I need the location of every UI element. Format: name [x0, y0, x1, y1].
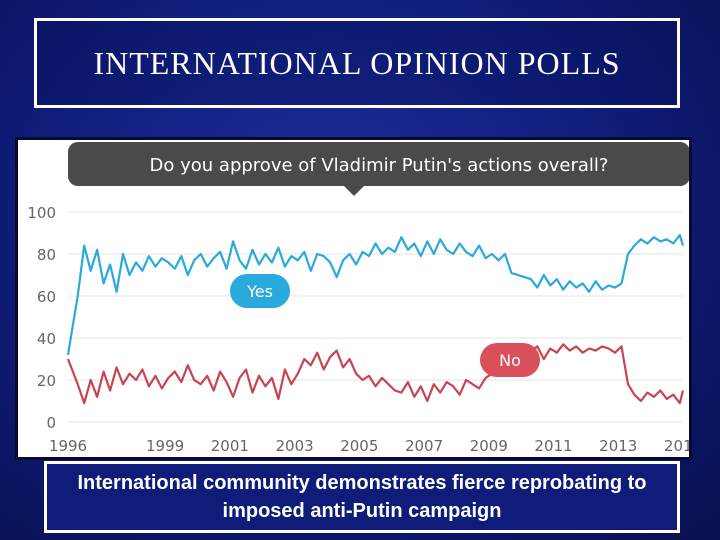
slide-title: INTERNATIONAL OPINION POLLS [93, 45, 621, 81]
x-tick-label: 2009 [470, 437, 508, 455]
x-tick-label: 2007 [405, 437, 443, 455]
y-tick-label: 0 [46, 414, 56, 432]
y-tick-label: 60 [37, 288, 56, 306]
x-tick-label: 2015 [664, 437, 689, 455]
slide-title-box: INTERNATIONAL OPINION POLLS [34, 18, 680, 108]
series-line-no [66, 343, 685, 405]
series-line-yes [66, 233, 685, 355]
x-tick-label: 1999 [146, 437, 184, 455]
yes-bubble [230, 274, 290, 308]
y-tick-label: 20 [37, 372, 56, 390]
question-bubble [68, 142, 689, 186]
question-bubble-pointer [344, 186, 364, 196]
chart-panel: 0 20 40 60 80 100 1996 1999 2001 2003 2005 2007 2009… [15, 137, 692, 460]
caption-box: International community demonstrates fie… [44, 461, 680, 533]
y-tick-label: 40 [37, 330, 56, 348]
no-bubble [480, 343, 540, 377]
x-tick-label: 2005 [340, 437, 378, 455]
x-tick-label: 2013 [599, 437, 637, 455]
y-tick-label: 80 [37, 246, 56, 264]
no-label: No [499, 351, 521, 370]
x-tick-label: 2003 [275, 437, 313, 455]
slide-caption: International community demonstrates fie… [77, 472, 647, 522]
yes-label: Yes [246, 282, 273, 301]
x-tick-label: 1996 [49, 437, 87, 455]
x-tick-label: 2001 [211, 437, 249, 455]
chart-title: Do you approve of Vladimir Putin's actio… [150, 155, 609, 176]
approval-chart: 0 20 40 60 80 100 1996 1999 2001 2003 2005 2007 2009… [27, 142, 689, 455]
x-tick-label: 2011 [534, 437, 572, 455]
y-tick-label: 100 [27, 204, 56, 222]
